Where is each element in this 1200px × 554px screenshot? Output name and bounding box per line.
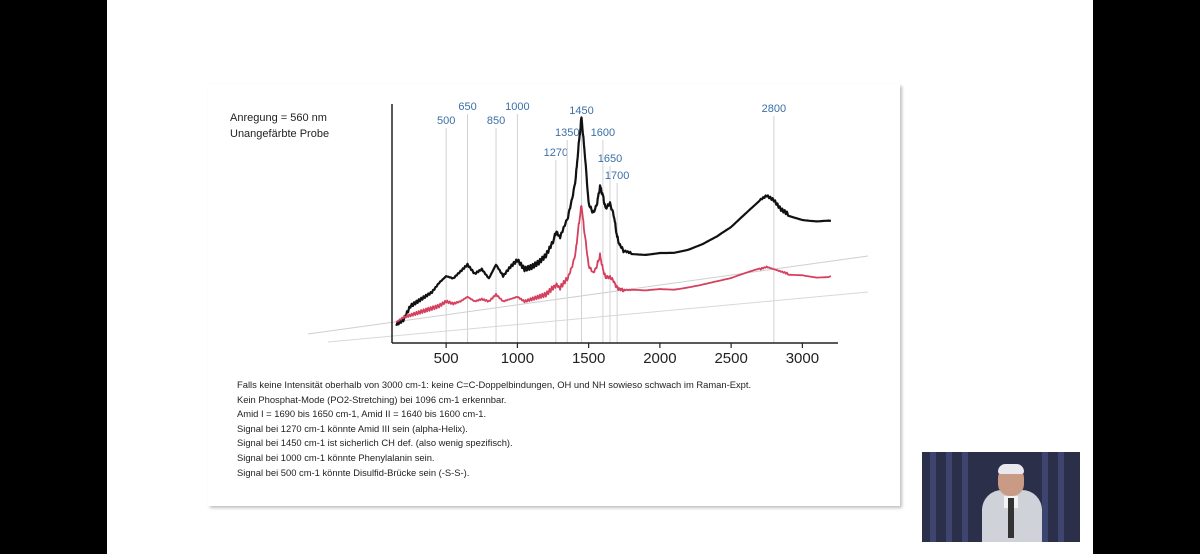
note-line: Signal bei 1000 cm-1 könnte Phenylalanin… xyxy=(237,451,435,463)
curtain-stripe xyxy=(930,452,936,542)
spectrum-line-black xyxy=(395,116,832,327)
x-tick-label: 500 xyxy=(434,350,459,367)
peak-label: 1650 xyxy=(598,153,622,165)
slide: 500 650 850 1000 1270 1350 1450 1600 1650 1700 280… xyxy=(208,84,900,506)
peak-label: 1450 xyxy=(569,105,593,117)
note-line: Signal bei 1450 cm-1 ist sicherlich CH d… xyxy=(237,437,513,449)
peak-label: 1350 xyxy=(555,127,579,139)
x-tick-label: 2000 xyxy=(643,350,676,367)
peak-label: 650 xyxy=(458,101,476,113)
raman-spectrum-chart: 5006508501000127013501450160016501700280… xyxy=(307,101,869,367)
peak-label: 850 xyxy=(487,115,505,127)
speaker-video-thumbnail[interactable] xyxy=(922,452,1080,542)
caption-line: Unangefärbte Probe xyxy=(230,128,330,140)
curtain-stripe xyxy=(1042,452,1048,542)
speaker-hair xyxy=(998,464,1024,474)
x-tick-label: 3000 xyxy=(786,350,819,367)
note-line: Falls keine Intensität oberhalb von 3000… xyxy=(237,379,752,390)
peak-label: 1600 xyxy=(591,127,615,139)
chart-caption: Anregung = 560 nm Unangefärbte Probe xyxy=(230,110,329,142)
x-tick-label: 1000 xyxy=(501,350,534,367)
curtain-stripe xyxy=(946,452,952,542)
peak-label: 1000 xyxy=(505,101,529,113)
note-line: Signal bei 500 cm-1 könnte Disulfid-Brüc… xyxy=(237,466,470,478)
caption-line: Anregung = 560 nm xyxy=(230,112,327,124)
curtain-stripe xyxy=(962,452,968,542)
x-tick-label: 1500 xyxy=(572,350,605,367)
peak-label: 500 xyxy=(437,115,455,127)
curtain-stripe xyxy=(1058,452,1064,542)
speaker-tie xyxy=(1008,498,1014,538)
note-line: Kein Phosphat-Mode (PO2-Stretching) bei … xyxy=(237,393,507,405)
perspective-line xyxy=(327,291,869,343)
note-line: Signal bei 1270 cm-1 könnte Amid III sei… xyxy=(237,422,468,434)
spectrum-line-red xyxy=(395,205,832,323)
peak-label: 2800 xyxy=(762,103,786,115)
peak-label: 1270 xyxy=(544,147,568,159)
slide-notes: Falls keine Intensität oberhalb von 3000… xyxy=(237,378,751,480)
peak-label: 1700 xyxy=(605,170,629,182)
x-tick-label: 2500 xyxy=(714,350,747,367)
note-line: Amid I = 1690 bis 1650 cm-1, Amid II = 1… xyxy=(237,408,487,420)
